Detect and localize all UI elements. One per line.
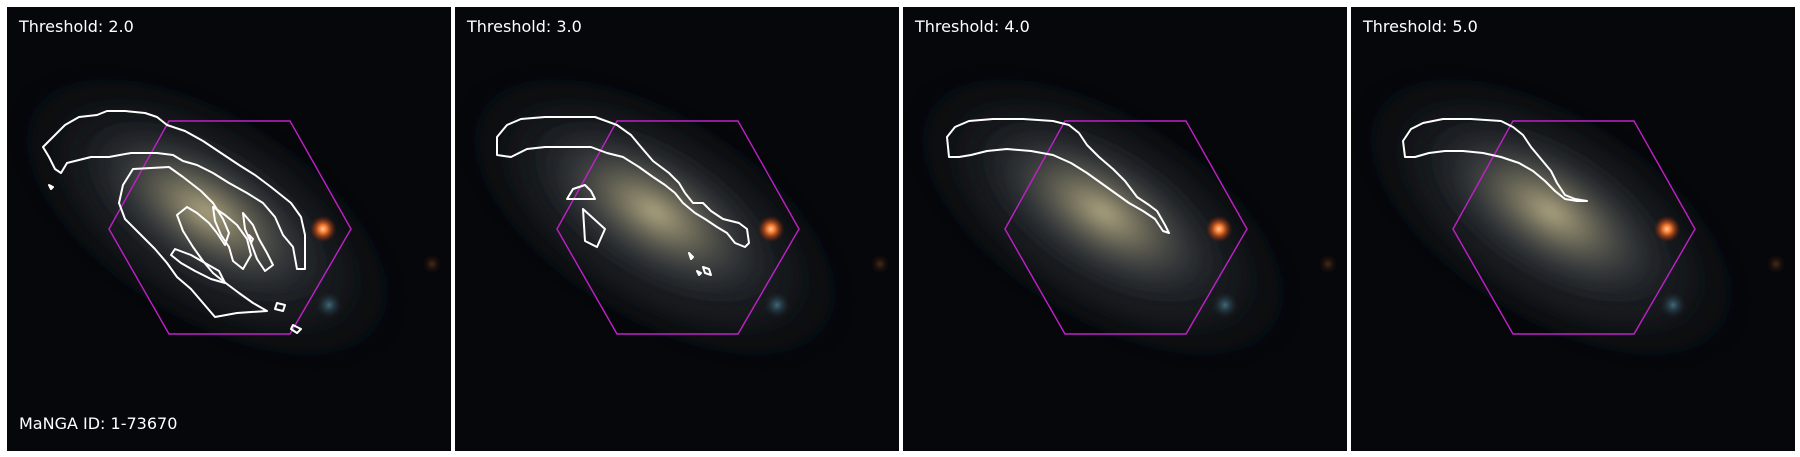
contour-lines [1402,118,1588,202]
threshold-panel-2: Threshold: 3.0 [455,7,899,451]
threshold-label: Threshold: 3.0 [467,17,582,36]
contour-lines [42,110,306,334]
galaxy-image [455,7,899,451]
contour-lines [496,116,750,276]
threshold-label: Threshold: 2.0 [19,17,134,36]
galaxy-image [903,7,1347,451]
galaxy-image [7,7,451,451]
hexagon-footprint [1452,120,1696,335]
threshold-panel-1: Threshold: 2.0 MaNGA ID: 1-73670 [7,7,451,451]
galaxy-image [1351,7,1795,451]
hexagon-footprint [108,120,352,335]
hexagon-footprint [1004,120,1248,335]
hexagon-footprint [556,120,800,335]
threshold-label: Threshold: 4.0 [915,17,1030,36]
threshold-panel-4: Threshold: 5.0 [1351,7,1795,451]
galaxy-id-label: MaNGA ID: 1-73670 [19,414,178,433]
contour-lines [946,118,1170,234]
threshold-panel-3: Threshold: 4.0 [903,7,1347,451]
threshold-label: Threshold: 5.0 [1363,17,1478,36]
